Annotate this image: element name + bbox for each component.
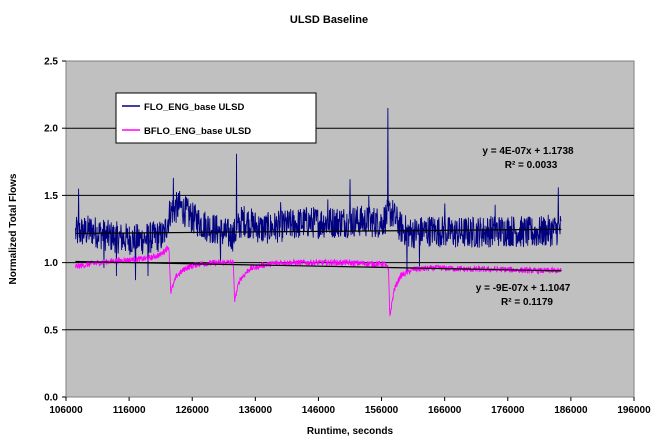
y-axis-label: Normalized Total Flows — [8, 173, 19, 284]
x-tick-label: 116000 — [113, 405, 146, 416]
trendline-r2-bflo: R² = 0.1179 — [501, 297, 553, 308]
y-tick-label: 0.5 — [44, 325, 58, 336]
x-tick-label: 166000 — [428, 405, 462, 416]
y-tick-label: 1.0 — [44, 258, 58, 269]
x-tick-label: 136000 — [239, 405, 273, 416]
y-tick-label: 0.0 — [44, 393, 58, 404]
x-axis-label: Runtime, seconds — [307, 426, 394, 437]
chart-title: ULSD Baseline — [290, 14, 368, 26]
legend-label-flo: FLO_ENG_base ULSD — [144, 102, 244, 113]
trendline-r2-flo: R² = 0.0033 — [505, 160, 558, 171]
x-tick-label: 186000 — [554, 405, 588, 416]
y-tick-label: 1.5 — [44, 191, 58, 202]
trendline-0 — [75, 228, 562, 235]
x-tick-label: 176000 — [491, 405, 525, 416]
trend-layer — [75, 228, 562, 272]
x-axis-ticks: 106000 116000 126000 136000 146000 156000 1660… — [49, 397, 651, 416]
trendline-1 — [75, 260, 562, 272]
legend: FLO_ENG_base ULSD BFLO_ENG_base ULSD — [115, 92, 317, 144]
x-tick-label: 106000 — [49, 405, 83, 416]
x-tick-label: 196000 — [617, 405, 651, 416]
trendline-annotations: y = 4E-07x + 1.1738 R² = 0.0033 y = -9E-… — [476, 146, 574, 308]
legend-box — [115, 92, 317, 144]
x-tick-label: 126000 — [176, 405, 210, 416]
legend-label-bflo: BFLO_ENG_base ULSD — [144, 126, 251, 137]
series-line-0 — [75, 108, 562, 281]
x-tick-label: 156000 — [365, 405, 399, 416]
trendline-equation-flo: y = 4E-07x + 1.1738 — [482, 146, 574, 157]
y-tick-label: 2.5 — [44, 57, 58, 68]
y-axis-ticks: 0.0 0.5 1.0 1.5 2.0 2.5 — [44, 57, 66, 404]
y-tick-label: 2.0 — [44, 124, 58, 135]
x-tick-label: 146000 — [302, 405, 336, 416]
trendline-equation-bflo: y = -9E-07x + 1.1047 — [476, 283, 571, 294]
